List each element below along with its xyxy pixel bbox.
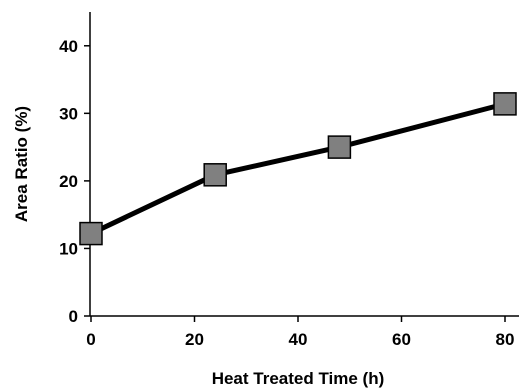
y-tick-label: 40 [59,37,78,56]
x-axis-title: Heat Treated Time (h) [212,369,385,388]
y-tick-label: 20 [59,172,78,191]
ticks: 0 10 20 30 40 0 20 40 60 80 [59,37,514,349]
x-tick-label: 60 [392,330,411,349]
data-point [79,221,103,246]
series-line [89,101,506,236]
x-tick-label: 20 [185,330,204,349]
y-tick-label: 0 [69,307,78,326]
y-tick-label: 10 [59,239,78,258]
data-point [203,163,227,187]
data-point [327,135,352,159]
x-tick-label: 40 [289,330,308,349]
data-point [493,92,517,116]
x-tick-label: 0 [86,330,95,349]
x-tick-label: 80 [496,330,515,349]
axes [89,12,519,317]
series-layer [79,92,517,246]
y-axis-title: Area Ratio (%) [12,106,31,222]
y-tick-label: 30 [59,104,78,123]
